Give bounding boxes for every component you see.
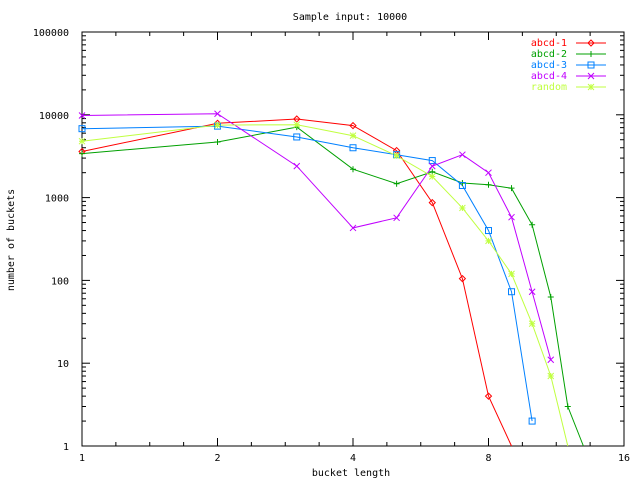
y-tick-label: 100000: [33, 28, 69, 39]
data-point-random: [528, 320, 536, 328]
series-line-abcd-4: [81, 113, 552, 360]
y-tick-label: 10: [57, 359, 69, 370]
data-point-abcd-2: [393, 180, 400, 187]
data-point-abcd-2: [547, 294, 554, 301]
x-tick-label: 2: [214, 453, 220, 464]
data-point-random: [214, 121, 221, 129]
data-point-random: [485, 237, 492, 245]
legend-label-abcd-2: abcd-2: [531, 49, 567, 60]
series-markers: [78, 110, 571, 425]
data-point-abcd-2: [79, 150, 85, 157]
data-point-abcd-4: [528, 288, 536, 296]
data-point-abcd-2: [529, 221, 536, 228]
data-point-random: [508, 270, 515, 278]
data-point-random: [349, 132, 357, 140]
data-point-abcd-1: [458, 274, 467, 283]
data-point-abcd-4: [428, 162, 436, 170]
data-point-abcd-4: [547, 356, 555, 364]
data-point-abcd-2: [459, 180, 466, 187]
data-point-abcd-4: [349, 224, 357, 232]
data-point-random: [393, 152, 400, 160]
data-point-abcd-3: [508, 288, 516, 296]
x-axis-label: bucket length: [312, 468, 390, 479]
legend-label-random: random: [531, 82, 567, 93]
plot-frame: [81, 31, 625, 447]
legend-marker-abcd-4: [587, 72, 595, 80]
data-point-random: [293, 121, 301, 129]
series-line-random: [81, 124, 569, 447]
series-line-abcd-1: [81, 118, 512, 447]
x-tick-label: 16: [618, 453, 630, 464]
data-point-abcd-4: [293, 162, 301, 170]
legend-label-abcd-4: abcd-4: [531, 71, 567, 82]
y-tick-label: 100: [51, 276, 69, 287]
legend-marker-abcd-3: [587, 61, 595, 69]
data-point-abcd-2: [485, 181, 492, 188]
data-point-abcd-2: [564, 403, 571, 410]
y-axis-label: number of buckets: [6, 189, 17, 291]
data-point-abcd-3: [293, 133, 301, 141]
data-point-abcd-4: [393, 214, 400, 222]
data-point-abcd-3: [528, 417, 536, 425]
series-lines: [81, 113, 584, 447]
y-tick-label: 1000: [45, 194, 69, 205]
data-point-abcd-4: [508, 213, 515, 221]
data-point-abcd-4: [78, 112, 86, 119]
data-point-abcd-2: [214, 138, 221, 145]
x-tick-label: 4: [350, 453, 356, 464]
data-point-abcd-3: [78, 125, 86, 133]
data-point-abcd-4: [459, 151, 466, 159]
data-point-random: [428, 173, 436, 180]
legend-marker-random: [587, 83, 595, 91]
x-tick-label: 1: [79, 453, 85, 464]
series-line-abcd-3: [81, 125, 533, 422]
axis-ticks: [81, 31, 625, 447]
data-point-random: [78, 137, 86, 145]
data-point-abcd-2: [508, 185, 515, 192]
y-tick-label: 1: [63, 442, 69, 453]
x-tick-label: 8: [485, 453, 491, 464]
series-line-abcd-2: [81, 126, 584, 447]
data-point-abcd-4: [214, 110, 221, 118]
data-point-abcd-3: [458, 182, 466, 190]
data-point-abcd-4: [485, 169, 492, 177]
axis-tick-labels: 1 2 4 8 16 1 10 100 1000 10000 100000: [33, 28, 630, 464]
data-point-abcd-3: [428, 157, 436, 165]
legend-label-abcd-1: abcd-1: [531, 38, 567, 49]
data-point-abcd-1: [428, 198, 436, 207]
y-tick-label: 10000: [39, 111, 69, 122]
data-point-random: [459, 204, 466, 212]
data-point-abcd-3: [349, 144, 357, 152]
chart-title: Sample input: 10000: [293, 12, 407, 23]
legend-marker-abcd-1: [587, 39, 595, 47]
data-point-abcd-1: [349, 121, 357, 130]
legend-marker-abcd-2: [588, 51, 594, 57]
data-point-abcd-2: [350, 166, 356, 173]
data-point-abcd-3: [485, 227, 492, 235]
legend-label-abcd-3: abcd-3: [531, 60, 567, 71]
data-point-abcd-1: [484, 392, 493, 400]
data-point-random: [547, 372, 555, 380]
